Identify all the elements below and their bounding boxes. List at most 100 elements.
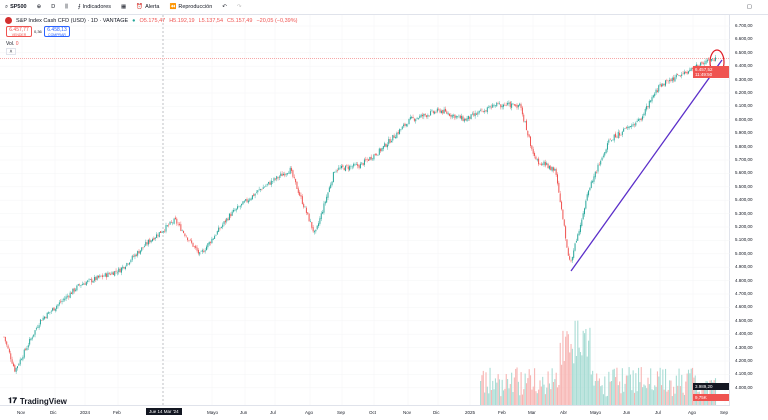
volume-bar <box>611 381 613 405</box>
candle <box>79 284 81 286</box>
candle <box>444 108 446 112</box>
candle <box>131 255 133 260</box>
candle <box>361 162 363 164</box>
volume-bar <box>658 376 660 405</box>
volume-bar <box>662 369 664 405</box>
spread: 0,36 <box>34 29 42 34</box>
candle <box>25 348 27 350</box>
candle <box>677 74 679 76</box>
price-chart[interactable] <box>0 15 730 405</box>
volume-bar <box>584 333 586 405</box>
candle <box>135 254 137 256</box>
candle <box>266 183 268 185</box>
candle <box>292 170 294 177</box>
crosshair-price-badge-text: 3.989,20 <box>695 383 713 389</box>
alert-button[interactable]: ⏰ Alerta <box>136 4 160 10</box>
volume-bar <box>562 330 564 405</box>
volume-bar <box>689 373 691 405</box>
buy-button[interactable]: 6.458,13 COMPRAR <box>44 26 70 37</box>
candle <box>683 71 685 75</box>
candle-type-icon[interactable]: ⫼ <box>65 3 68 10</box>
candle <box>180 224 182 231</box>
undo-icon[interactable]: ↶ <box>222 4 227 10</box>
candle <box>179 223 180 225</box>
volume-legend: Vol. 0 <box>6 41 19 47</box>
candle <box>397 132 399 134</box>
candle <box>161 232 163 233</box>
volume-bar <box>677 385 679 405</box>
candle <box>708 59 710 61</box>
candle <box>338 167 340 170</box>
candle <box>471 113 473 115</box>
date-label: Dic <box>50 410 57 415</box>
candle <box>351 166 353 168</box>
interval-button[interactable]: D <box>51 4 56 10</box>
volume-bar <box>646 388 648 405</box>
layouts-icon[interactable]: ▦ <box>121 4 127 10</box>
price-label: 5.600,00 <box>735 170 753 176</box>
volume-bar <box>544 394 546 405</box>
candle <box>280 173 282 176</box>
volume-bar <box>650 368 652 405</box>
chart-pane[interactable]: 6.457,52 11:49:50 3.989,20 9,75K <box>0 15 730 405</box>
candle <box>378 148 380 155</box>
candle <box>702 62 704 64</box>
candle <box>26 347 28 351</box>
collapse-legend-button[interactable]: ˄ <box>6 48 16 55</box>
candle <box>99 275 101 278</box>
date-label: Nov <box>403 410 412 415</box>
candle <box>658 85 660 92</box>
candle <box>386 144 388 148</box>
candle <box>485 110 487 112</box>
price-label: 6.100,00 <box>735 103 753 109</box>
candle <box>508 102 510 104</box>
candle <box>469 116 471 119</box>
volume-bar <box>687 369 690 405</box>
add-symbol-icon[interactable]: ⊕ <box>36 4 42 10</box>
volume-badge: 9,75K <box>693 394 729 401</box>
volume-bar <box>521 394 523 405</box>
candle <box>396 132 398 138</box>
candle <box>519 103 521 106</box>
candle <box>696 64 698 69</box>
indicators-button[interactable]: ⨍ Indicadores <box>77 4 112 10</box>
candle <box>53 307 55 311</box>
candle <box>312 227 314 232</box>
candle <box>319 218 321 224</box>
volume-bar <box>625 375 627 405</box>
ohlc-open: O5.175,47 <box>139 17 166 24</box>
candle <box>443 109 445 114</box>
candle <box>274 178 276 180</box>
replay-button[interactable]: ⏪ Reproducción <box>169 4 213 10</box>
candle <box>625 127 627 129</box>
candle <box>156 234 158 238</box>
candle <box>574 243 576 251</box>
candle <box>550 166 552 170</box>
volume-bar <box>601 385 603 405</box>
candle <box>114 271 116 276</box>
price-label: 4.300,00 <box>735 344 753 350</box>
fullscreen-icon[interactable]: ▢ <box>746 4 752 10</box>
sell-button[interactable]: 6.457,77 VENDER <box>6 26 32 37</box>
tradingview-logo[interactable]: 𝟏𝟕 TradingView <box>8 396 67 406</box>
time-axis[interactable]: Nov Dic 2024 Feb Mayo Jun Jul Ago Sep Oct Nov Dic 20… <box>0 405 730 420</box>
candle <box>195 245 197 249</box>
candle <box>68 296 70 298</box>
candle <box>426 115 428 117</box>
symbol-search[interactable]: ⌕ SP500 <box>5 3 27 11</box>
volume-bar <box>575 355 577 405</box>
candle <box>291 168 293 171</box>
volume-bar <box>670 380 672 405</box>
ohlc-change: −20,05 (−0,39%) <box>256 17 298 24</box>
redo-icon[interactable]: ↷ <box>236 4 242 10</box>
date-label: Jun <box>240 410 248 415</box>
candle <box>211 238 213 244</box>
candle <box>143 246 145 248</box>
volume-bar <box>659 367 661 405</box>
volume-bar <box>547 371 549 405</box>
volume-bar <box>555 372 557 405</box>
candle <box>438 109 440 110</box>
volume-bar <box>482 370 484 405</box>
volume-bar <box>600 386 602 405</box>
price-axis[interactable]: 6.700,00 6.600,00 6.500,00 6.400,00 6.300,00… <box>731 15 768 405</box>
